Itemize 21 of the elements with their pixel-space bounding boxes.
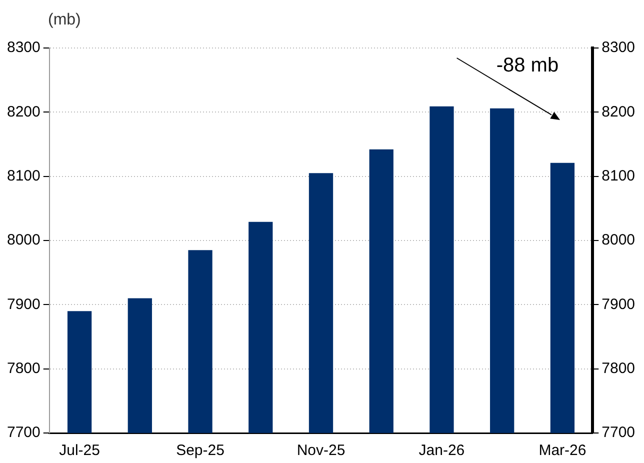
y-tick-label: 7700 (6, 424, 40, 442)
x-tick-label: Jul-25 (59, 442, 100, 460)
x-tick-label: Nov-25 (296, 442, 346, 460)
annotation: -88 mb (496, 54, 559, 77)
y-tick-label: 8000 (6, 232, 40, 249)
x-tick-label: Sep-25 (176, 442, 224, 460)
y2-tick-label: 8100 (602, 167, 636, 184)
x-tick-label: Jan-26 (418, 442, 465, 460)
y2-tick-label: 7700 (602, 424, 636, 442)
y-tick-label: 8100 (6, 167, 40, 184)
y-tick-label: 8300 (6, 39, 40, 56)
y2-tick-label: 8300 (602, 39, 636, 56)
x-tick-label: Mar-26 (538, 442, 586, 460)
y2-tick-label: 8200 (602, 103, 636, 120)
y-axis-title: (mb) (48, 11, 81, 28)
y2-tick-label: 7800 (602, 360, 636, 377)
y-tick-label: 7900 (6, 296, 40, 313)
y-tick-label: 7800 (6, 360, 40, 377)
y2-tick-label: 8000 (602, 232, 636, 249)
y-tick-label: 8200 (6, 103, 40, 120)
y2-tick-label: 7900 (602, 296, 636, 313)
